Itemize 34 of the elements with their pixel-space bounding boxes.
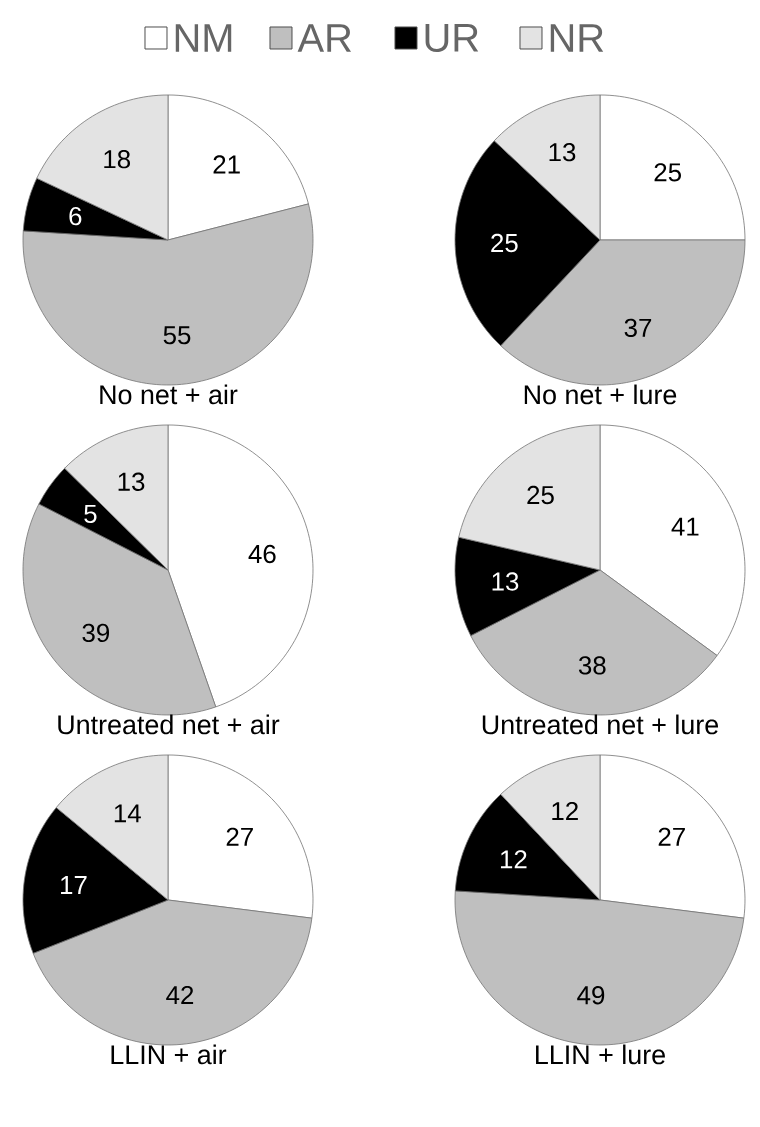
data-label: 18 (104, 150, 131, 169)
legend-label: UR (425, 24, 479, 52)
legend-label: AR (297, 24, 352, 52)
text: No net + air (100, 384, 238, 405)
data-label: 25 (527, 485, 554, 505)
data-label: 13 (549, 142, 576, 162)
text: LLIN + air (111, 1044, 227, 1065)
data-label: 17 (61, 876, 87, 894)
data-label: 12 (552, 801, 578, 821)
data-label: 27 (226, 827, 253, 846)
data-label: 41 (671, 517, 699, 536)
data-label: 27 (658, 827, 685, 846)
text: Untreated net + lure (482, 714, 719, 735)
data-label: 14 (114, 804, 141, 823)
data-label: 42 (166, 985, 194, 1004)
data-label: 25 (491, 233, 518, 253)
data-label: 21 (213, 155, 240, 174)
data-label: 39 (82, 623, 110, 643)
data-label: 55 (163, 326, 191, 345)
data-label: 37 (624, 318, 652, 337)
data-label: 25 (654, 163, 681, 182)
data-label: 46 (248, 544, 276, 564)
data-label: 12 (500, 850, 527, 869)
data-label: 5 (84, 504, 97, 524)
data-label: 13 (492, 572, 519, 591)
text: Untreated net + air (58, 714, 280, 735)
text: LLIN + lure (536, 1044, 665, 1065)
data-label: 13 (118, 472, 145, 491)
data-label: 49 (577, 986, 605, 1005)
data-label: 38 (578, 656, 606, 675)
legend-label: NR (550, 24, 604, 52)
data-label: 6 (69, 207, 82, 226)
slice-label: NM (175, 24, 232, 52)
text: No net + lure (524, 384, 677, 405)
